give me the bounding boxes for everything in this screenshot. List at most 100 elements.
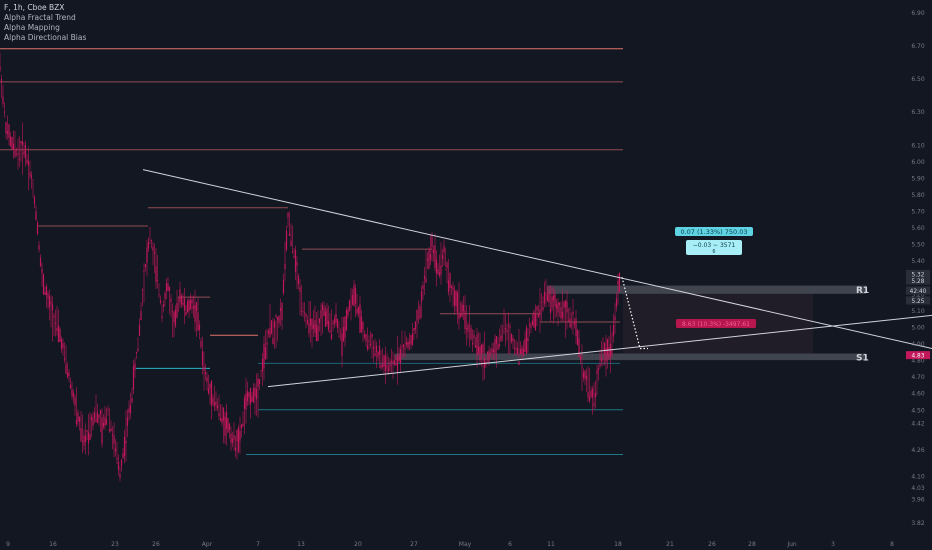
candle-body bbox=[164, 292, 166, 300]
x-tick-label: 26 bbox=[152, 541, 160, 548]
candle-body bbox=[444, 269, 447, 271]
legend-symbol: F, 1h, Cboe BZX bbox=[4, 3, 65, 12]
price-tag-box bbox=[906, 286, 930, 295]
candle-body bbox=[410, 335, 412, 344]
candle-body bbox=[479, 346, 481, 361]
candle-body bbox=[219, 418, 222, 422]
candle-body bbox=[420, 291, 423, 303]
candle-body bbox=[15, 148, 18, 150]
descending-trendline bbox=[142, 169, 932, 349]
candle-body bbox=[318, 318, 321, 324]
candle-body bbox=[150, 239, 153, 242]
candle-body bbox=[602, 349, 604, 351]
candle-body bbox=[231, 438, 234, 443]
candle-body bbox=[102, 422, 105, 427]
x-tick-label: 7 bbox=[256, 541, 260, 548]
candle-body bbox=[275, 314, 277, 318]
candle-body bbox=[437, 269, 439, 274]
candle-body bbox=[384, 356, 387, 371]
y-tick-label: 6.30 bbox=[911, 109, 925, 116]
candle-body bbox=[443, 245, 445, 253]
candle-body bbox=[104, 416, 106, 426]
candle-body bbox=[510, 333, 513, 342]
candle-body bbox=[585, 375, 588, 380]
time-axis[interactable]: 9 16 23 26 Apr 7 13 20 27 May 6 11 18 21 26 28 Jun 3 8 bbox=[6, 541, 894, 548]
price-tag-box bbox=[906, 296, 930, 305]
candle-body bbox=[377, 351, 379, 358]
candle-body bbox=[396, 356, 399, 373]
candle-body bbox=[77, 412, 79, 421]
candle-body bbox=[267, 330, 270, 334]
candle-body bbox=[527, 337, 529, 342]
candle-body bbox=[404, 347, 406, 350]
candle-body bbox=[452, 287, 454, 291]
candle-body bbox=[284, 263, 286, 270]
zone-label-s1: S1 bbox=[856, 353, 869, 363]
candle-body bbox=[152, 246, 154, 251]
price-tag-box bbox=[906, 269, 930, 278]
candle-body bbox=[323, 307, 325, 316]
y-tick-label: 4.90 bbox=[911, 341, 925, 348]
y-tick-label: 5.20 bbox=[911, 291, 925, 298]
candle-body bbox=[203, 366, 205, 371]
price-series bbox=[0, 52, 621, 482]
candle-body bbox=[467, 324, 469, 333]
candle-body bbox=[228, 423, 231, 431]
candle-body bbox=[533, 311, 535, 328]
candle-body bbox=[174, 309, 177, 326]
candle-body bbox=[221, 418, 223, 424]
ascending-trendline bbox=[267, 314, 932, 388]
candle-body bbox=[423, 276, 426, 279]
candle-body bbox=[360, 316, 363, 333]
candle-body bbox=[207, 388, 210, 394]
candle-body bbox=[546, 294, 549, 302]
candle-body bbox=[17, 153, 19, 156]
candle-body bbox=[572, 311, 574, 315]
candle-body bbox=[359, 304, 361, 333]
candle-body bbox=[161, 316, 163, 318]
candle-body bbox=[563, 301, 565, 309]
candle-body bbox=[501, 336, 504, 338]
candle-body bbox=[128, 408, 130, 413]
candle-body bbox=[327, 320, 330, 330]
candle-body bbox=[51, 304, 54, 311]
candle-body bbox=[131, 398, 133, 403]
candle-body bbox=[53, 315, 55, 318]
candle-body bbox=[12, 143, 15, 150]
candle-body bbox=[105, 419, 108, 425]
candle-body bbox=[522, 348, 525, 357]
price-tag-label: 5.25 bbox=[912, 299, 925, 305]
candle-body bbox=[305, 313, 307, 317]
candle-body bbox=[579, 356, 582, 360]
candle-body bbox=[6, 131, 9, 134]
candle-body bbox=[519, 349, 522, 355]
candle-body bbox=[335, 313, 337, 323]
candle-body bbox=[332, 322, 334, 325]
candle-body bbox=[96, 412, 99, 424]
candle-body bbox=[593, 403, 595, 406]
candle-body bbox=[489, 352, 492, 354]
candle-body bbox=[461, 303, 463, 317]
x-tick-label: 6 bbox=[508, 541, 512, 548]
candle-body bbox=[84, 435, 87, 442]
y-tick-label: 3.82 bbox=[911, 520, 925, 527]
candle-body bbox=[506, 330, 508, 333]
candle-body bbox=[599, 363, 601, 366]
candle-body bbox=[50, 301, 52, 305]
candle-body bbox=[60, 338, 63, 350]
candle-body bbox=[324, 311, 327, 328]
trendlines[interactable] bbox=[142, 169, 932, 388]
price-axis[interactable]: 3.82 3.96 4.03 4.10 4.26 4.42 4.50 4.60 4.70 4.80… bbox=[911, 10, 925, 527]
y-tick-label: 6.00 bbox=[911, 159, 925, 166]
candle-body bbox=[225, 411, 228, 429]
candle-body bbox=[251, 396, 253, 402]
candle-body bbox=[5, 121, 7, 134]
candle-body bbox=[108, 429, 111, 432]
candle-body bbox=[492, 349, 495, 352]
candle-body bbox=[398, 354, 400, 362]
candle-body bbox=[141, 289, 144, 291]
candle-body bbox=[30, 175, 33, 178]
candle-body bbox=[587, 392, 589, 398]
y-tick-label: 6.90 bbox=[911, 10, 925, 17]
